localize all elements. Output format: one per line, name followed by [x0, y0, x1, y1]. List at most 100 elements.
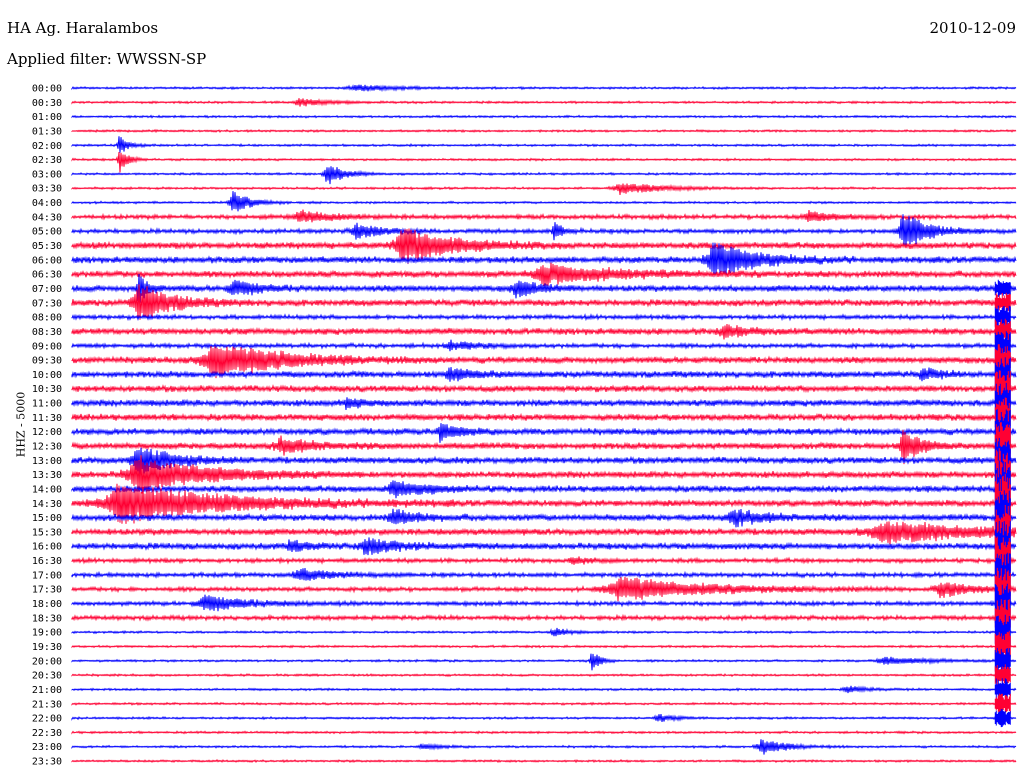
- row-time-label: 08:30: [32, 327, 62, 338]
- trace-line: [71, 242, 1017, 277]
- trace-line: [71, 447, 1017, 475]
- y-axis-label: HHZ - 5000: [14, 391, 28, 458]
- row-time-label: 12:00: [32, 427, 62, 438]
- trace-line: [71, 128, 1017, 134]
- teleseism-burst: [994, 630, 1011, 663]
- trace-line: [71, 284, 1017, 320]
- row-time-label: 03:00: [32, 169, 62, 180]
- trace-line: [71, 508, 1017, 528]
- teleseism-burst: [994, 678, 1011, 701]
- trace-line: [71, 273, 1017, 303]
- trace-line: [71, 423, 1017, 443]
- station-name: HA Ag. Haralambos: [7, 19, 159, 37]
- row-time-label: 21:00: [32, 685, 62, 696]
- row-time-label: 16:00: [32, 542, 62, 553]
- trace-line: [71, 701, 1017, 706]
- row-time-label: 08:00: [32, 313, 62, 324]
- trace-line: [71, 576, 1017, 602]
- trace-line: [71, 339, 1017, 352]
- row-time-label: 12:30: [32, 442, 62, 453]
- row-time-label: 03:30: [32, 184, 62, 195]
- trace-line: [71, 191, 1017, 212]
- row-time-label: 23:00: [32, 742, 62, 753]
- row-time-label: 16:30: [32, 556, 62, 567]
- teleseism-burst: [994, 709, 1011, 728]
- row-time-label: 18:30: [32, 613, 62, 624]
- row-time-label: 17:00: [32, 570, 62, 581]
- row-time-label: 22:00: [32, 714, 62, 725]
- row-time-label: 06:30: [32, 270, 62, 281]
- teleseism-burst: [994, 279, 1011, 298]
- trace-line: [71, 114, 1017, 119]
- trace-line: [71, 613, 1017, 622]
- trace-line: [71, 209, 1017, 223]
- row-time-label: 21:30: [32, 699, 62, 710]
- row-time-label: 05:30: [32, 241, 62, 252]
- row-time-label: 05:00: [32, 227, 62, 238]
- trace-line: [71, 480, 1017, 499]
- trace-line: [71, 346, 1017, 379]
- trace-line: [71, 685, 1017, 694]
- row-time-label: 18:00: [32, 599, 62, 610]
- row-time-label: 20:30: [32, 671, 62, 682]
- trace-line: [71, 228, 1017, 264]
- row-time-label: 14:30: [32, 499, 62, 510]
- row-time-label: 09:30: [32, 356, 62, 367]
- teleseism-burst: [994, 693, 1011, 714]
- row-time-label: 23:30: [32, 757, 62, 768]
- row-time-label: 15:30: [32, 527, 62, 538]
- row-time-label: 07:00: [32, 284, 62, 295]
- teleseism-burst: [994, 647, 1011, 674]
- trace-line: [71, 384, 1017, 394]
- trace-line: [71, 397, 1017, 411]
- trace-line: [71, 627, 1017, 637]
- trace-line: [71, 84, 1017, 93]
- trace-line: [71, 556, 1017, 565]
- trace-line: [71, 151, 1017, 173]
- trace-line: [71, 739, 1017, 755]
- trace-line: [71, 429, 1017, 465]
- row-time-label: 04:30: [32, 212, 62, 223]
- record-date: 2010-12-09: [929, 19, 1016, 37]
- trace-line: [71, 313, 1017, 322]
- trace-line: [71, 483, 1017, 524]
- row-time-label: 20:00: [32, 656, 62, 667]
- filter-label: Applied filter: WWSSN-SP: [7, 50, 207, 68]
- teleseism-burst: [994, 305, 1011, 329]
- trace-line: [71, 653, 1017, 671]
- row-time-label: 11:00: [32, 399, 62, 410]
- trace-line: [71, 455, 1017, 494]
- trace-line: [71, 758, 1017, 764]
- trace-line: [71, 521, 1017, 545]
- trace-line: [71, 98, 1017, 107]
- trace-line: [71, 323, 1017, 340]
- row-time-label: 11:30: [32, 413, 62, 424]
- trace-line: [71, 262, 1017, 287]
- trace-line: [71, 367, 1017, 382]
- row-time-label: 19:00: [32, 628, 62, 639]
- trace-line: [71, 136, 1017, 153]
- row-time-label: 15:00: [32, 513, 62, 524]
- row-time-label: 09:00: [32, 341, 62, 352]
- trace-line: [71, 672, 1017, 678]
- teleseism-burst: [994, 664, 1011, 686]
- row-time-label: 06:00: [32, 255, 62, 266]
- trace-line: [71, 537, 1017, 556]
- row-time-label: 01:30: [32, 126, 62, 137]
- trace-line: [71, 644, 1017, 649]
- row-time-label: 10:30: [32, 384, 62, 395]
- trace-line: [71, 567, 1017, 581]
- row-time-label: 02:30: [32, 155, 62, 166]
- row-time-label: 02:00: [32, 141, 62, 152]
- row-time-label: 07:30: [32, 298, 62, 309]
- row-time-label: 19:30: [32, 642, 62, 653]
- trace-line: [71, 714, 1017, 723]
- row-time-label: 00:00: [32, 84, 62, 95]
- row-time-label: 04:00: [32, 198, 62, 209]
- trace-line: [71, 412, 1017, 422]
- row-time-label: 00:30: [32, 98, 62, 109]
- row-time-label: 01:00: [32, 112, 62, 123]
- trace-line: [71, 730, 1017, 735]
- row-time-label: 10:00: [32, 370, 62, 381]
